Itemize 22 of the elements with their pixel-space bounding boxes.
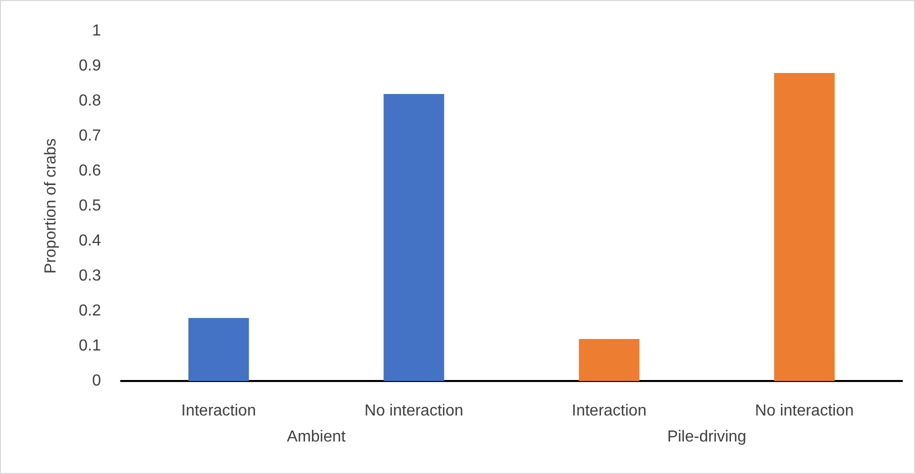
x-tick-label: No interaction <box>755 402 854 420</box>
y-tick-label: 0.8 <box>78 92 102 110</box>
y-tick-label: 0.4 <box>78 232 102 250</box>
x-tick-label: No interaction <box>364 402 464 420</box>
x-tick-label: Interaction <box>181 402 256 420</box>
bar <box>578 339 640 381</box>
y-tick-label: 0.2 <box>78 302 102 320</box>
y-tick-label: 0.3 <box>78 268 102 284</box>
y-tick-label: 0 <box>92 372 102 390</box>
bar <box>774 73 835 381</box>
y-axis-title: Proportion of crabs <box>42 138 60 274</box>
text: Ambient <box>286 428 346 446</box>
y-tick-label: 0.5 <box>78 198 102 214</box>
y-tick-label: 0.7 <box>78 128 102 144</box>
bar <box>188 318 249 381</box>
y-tick-label: 0.6 <box>78 162 102 180</box>
text: Pile-driving <box>667 428 746 446</box>
y-tick-label: 1 <box>92 22 102 40</box>
y-tick-label: 0.1 <box>78 338 102 354</box>
bar <box>384 94 444 381</box>
y-tick-label: 0.9 <box>78 58 102 74</box>
x-tick-label: Interaction <box>572 402 646 420</box>
